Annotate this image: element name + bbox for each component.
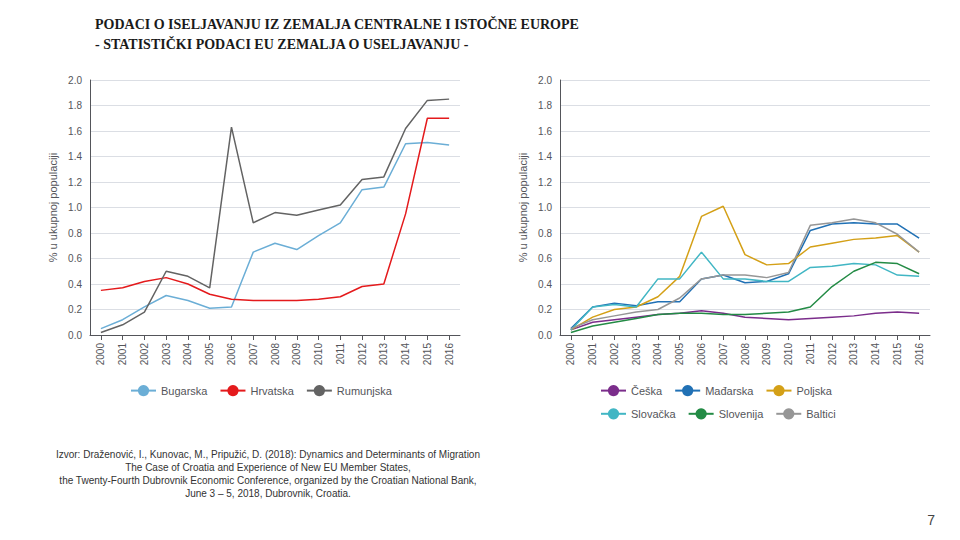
svg-text:2007: 2007 [248,343,259,366]
svg-text:2001: 2001 [587,343,598,366]
svg-text:2003: 2003 [161,343,172,366]
svg-text:June 3 – 5, 2018, Dubrovnik, C: June 3 – 5, 2018, Dubrovnik, Croatia. [185,488,351,499]
svg-text:0.8: 0.8 [538,228,552,239]
svg-text:1.4: 1.4 [538,151,552,162]
svg-text:2002: 2002 [609,343,620,366]
svg-text:0.8: 0.8 [68,228,82,239]
svg-text:1.6: 1.6 [538,126,552,137]
svg-text:2013: 2013 [848,343,859,366]
svg-text:0.2: 0.2 [538,304,552,315]
svg-text:2006: 2006 [696,343,707,366]
svg-text:2010: 2010 [783,343,794,366]
svg-text:2016: 2016 [914,343,925,366]
svg-text:2000: 2000 [95,343,106,366]
svg-text:2015: 2015 [422,343,433,366]
svg-text:2001: 2001 [117,343,128,366]
svg-text:2009: 2009 [761,343,772,366]
svg-text:2.0: 2.0 [538,75,552,86]
svg-text:2014: 2014 [400,343,411,366]
svg-text:7: 7 [927,512,935,528]
svg-text:Rumunjska: Rumunjska [337,385,393,397]
svg-text:2000: 2000 [565,343,576,366]
svg-text:Bugarska: Bugarska [161,385,208,397]
svg-text:1.0: 1.0 [538,202,552,213]
svg-text:Češka: Češka [631,385,663,397]
svg-text:2005: 2005 [204,343,215,366]
svg-text:1.8: 1.8 [68,100,82,111]
svg-text:2012: 2012 [827,343,838,366]
svg-text:1.2: 1.2 [538,177,552,188]
svg-text:% u ukupnoj populaciji: % u ukupnoj populaciji [517,153,529,262]
svg-text:Mađarska: Mađarska [705,385,754,397]
svg-text:0.2: 0.2 [68,304,82,315]
svg-text:2011: 2011 [805,343,816,365]
svg-text:1.0: 1.0 [68,202,82,213]
svg-text:2008: 2008 [740,343,751,366]
svg-text:0.6: 0.6 [68,253,82,264]
svg-text:1.6: 1.6 [68,126,82,137]
svg-text:Poljska: Poljska [796,385,832,397]
svg-text:PODACI O ISELJAVANJU IZ ZEMALJ: PODACI O ISELJAVANJU IZ ZEMALJA CENTRALN… [95,16,579,32]
svg-text:2004: 2004 [182,343,193,366]
svg-text:- STATISTIČKI PODACI EU ZEMALJ: - STATISTIČKI PODACI EU ZEMALJA O USELJA… [95,36,469,52]
svg-text:2008: 2008 [270,343,281,366]
svg-text:2009: 2009 [291,343,302,366]
svg-text:2002: 2002 [139,343,150,366]
svg-text:The Case of Croatia and Experi: The Case of Croatia and Experience of Ne… [125,462,411,473]
svg-text:2016: 2016 [444,343,455,366]
svg-text:Hrvatska: Hrvatska [250,385,294,397]
svg-text:2012: 2012 [357,343,368,366]
svg-text:2003: 2003 [631,343,642,366]
svg-text:1.2: 1.2 [68,177,82,188]
svg-text:2007: 2007 [718,343,729,366]
svg-text:2010: 2010 [313,343,324,366]
svg-text:2005: 2005 [674,343,685,366]
svg-text:2006: 2006 [226,343,237,366]
svg-text:0.0: 0.0 [68,330,82,341]
svg-text:Izvor: Draženović, I., Kunovac: Izvor: Draženović, I., Kunovac, M., Prip… [56,449,480,460]
svg-text:2011: 2011 [335,343,346,365]
svg-text:Slovačka: Slovačka [631,408,677,420]
svg-text:2.0: 2.0 [68,75,82,86]
svg-text:0.0: 0.0 [538,330,552,341]
svg-text:the Twenty-Fourth Dubrovnik Ec: the Twenty-Fourth Dubrovnik Economic Con… [59,475,476,486]
svg-text:2015: 2015 [892,343,903,366]
svg-text:0.6: 0.6 [538,253,552,264]
svg-text:2013: 2013 [378,343,389,366]
svg-text:0.4: 0.4 [538,279,552,290]
svg-text:Slovenija: Slovenija [719,408,765,420]
svg-text:2004: 2004 [652,343,663,366]
svg-text:2014: 2014 [870,343,881,366]
svg-text:% u ukupnoj populaciji: % u ukupnoj populaciji [47,153,59,262]
svg-text:1.8: 1.8 [538,100,552,111]
svg-text:Baltici: Baltici [806,408,835,420]
svg-text:0.4: 0.4 [68,279,82,290]
svg-text:1.4: 1.4 [68,151,82,162]
